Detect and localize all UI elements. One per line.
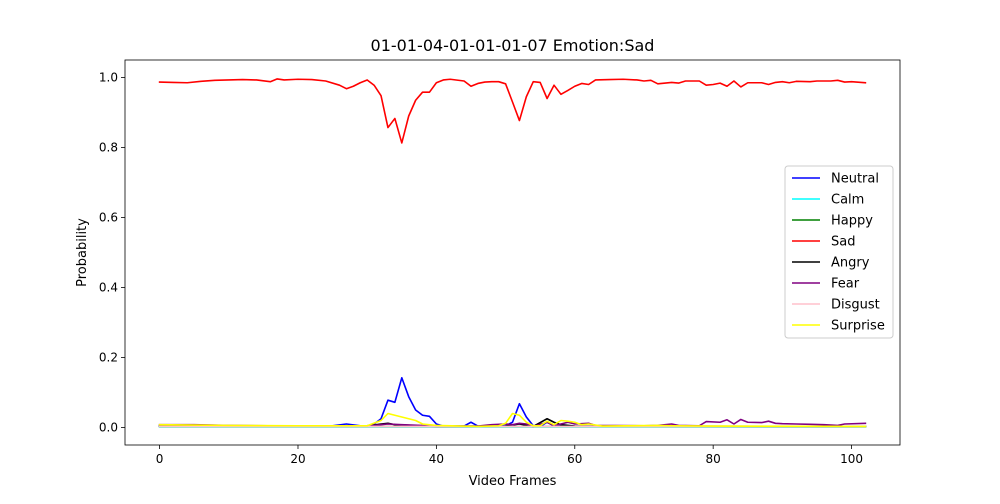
legend-label-disgust: Disgust — [831, 298, 880, 313]
x-tick-label: 100 — [840, 452, 863, 466]
chart-title: 01-01-04-01-01-01-07 Emotion:Sad — [371, 36, 655, 55]
legend-label-calm: Calm — [831, 193, 864, 208]
legend-label-surprise: Surprise — [831, 319, 885, 334]
y-axis: 0.0 0.2 0.4 0.6 0.8 1.0 — [99, 71, 125, 435]
series-line-sad — [158, 78, 867, 144]
legend-label-happy: Happy — [831, 214, 873, 229]
legend-label-fear: Fear — [831, 277, 860, 292]
y-tick-label: 0.4 — [99, 281, 118, 295]
x-axis-label: Video Frames — [469, 474, 557, 489]
series-line-surprise — [158, 412, 867, 428]
y-tick-label: 0.2 — [99, 351, 118, 365]
legend-label-angry: Angry — [831, 256, 870, 271]
x-axis: 0 20 40 60 80 100 — [156, 445, 863, 466]
series-layer — [158, 78, 867, 428]
legend-label-sad: Sad — [831, 235, 855, 250]
x-tick-label: 60 — [567, 452, 582, 466]
x-tick-label: 80 — [706, 452, 721, 466]
x-tick-label: 20 — [290, 452, 305, 466]
y-tick-label: 0.6 — [99, 211, 118, 225]
x-tick-label: 0 — [156, 452, 164, 466]
legend: Neutral Calm Happy Sad Angry Fear Disgust Surpr… — [784, 165, 894, 339]
y-tick-label: 1.0 — [99, 71, 118, 85]
x-tick-label: 40 — [429, 452, 444, 466]
y-tick-label: 0.0 — [99, 421, 118, 435]
y-axis-label: Probability — [75, 218, 90, 287]
y-tick-label: 0.8 — [99, 141, 118, 155]
legend-label-neutral: Neutral — [831, 172, 879, 187]
plot-frame — [124, 59, 901, 446]
legend-frame — [784, 165, 894, 339]
